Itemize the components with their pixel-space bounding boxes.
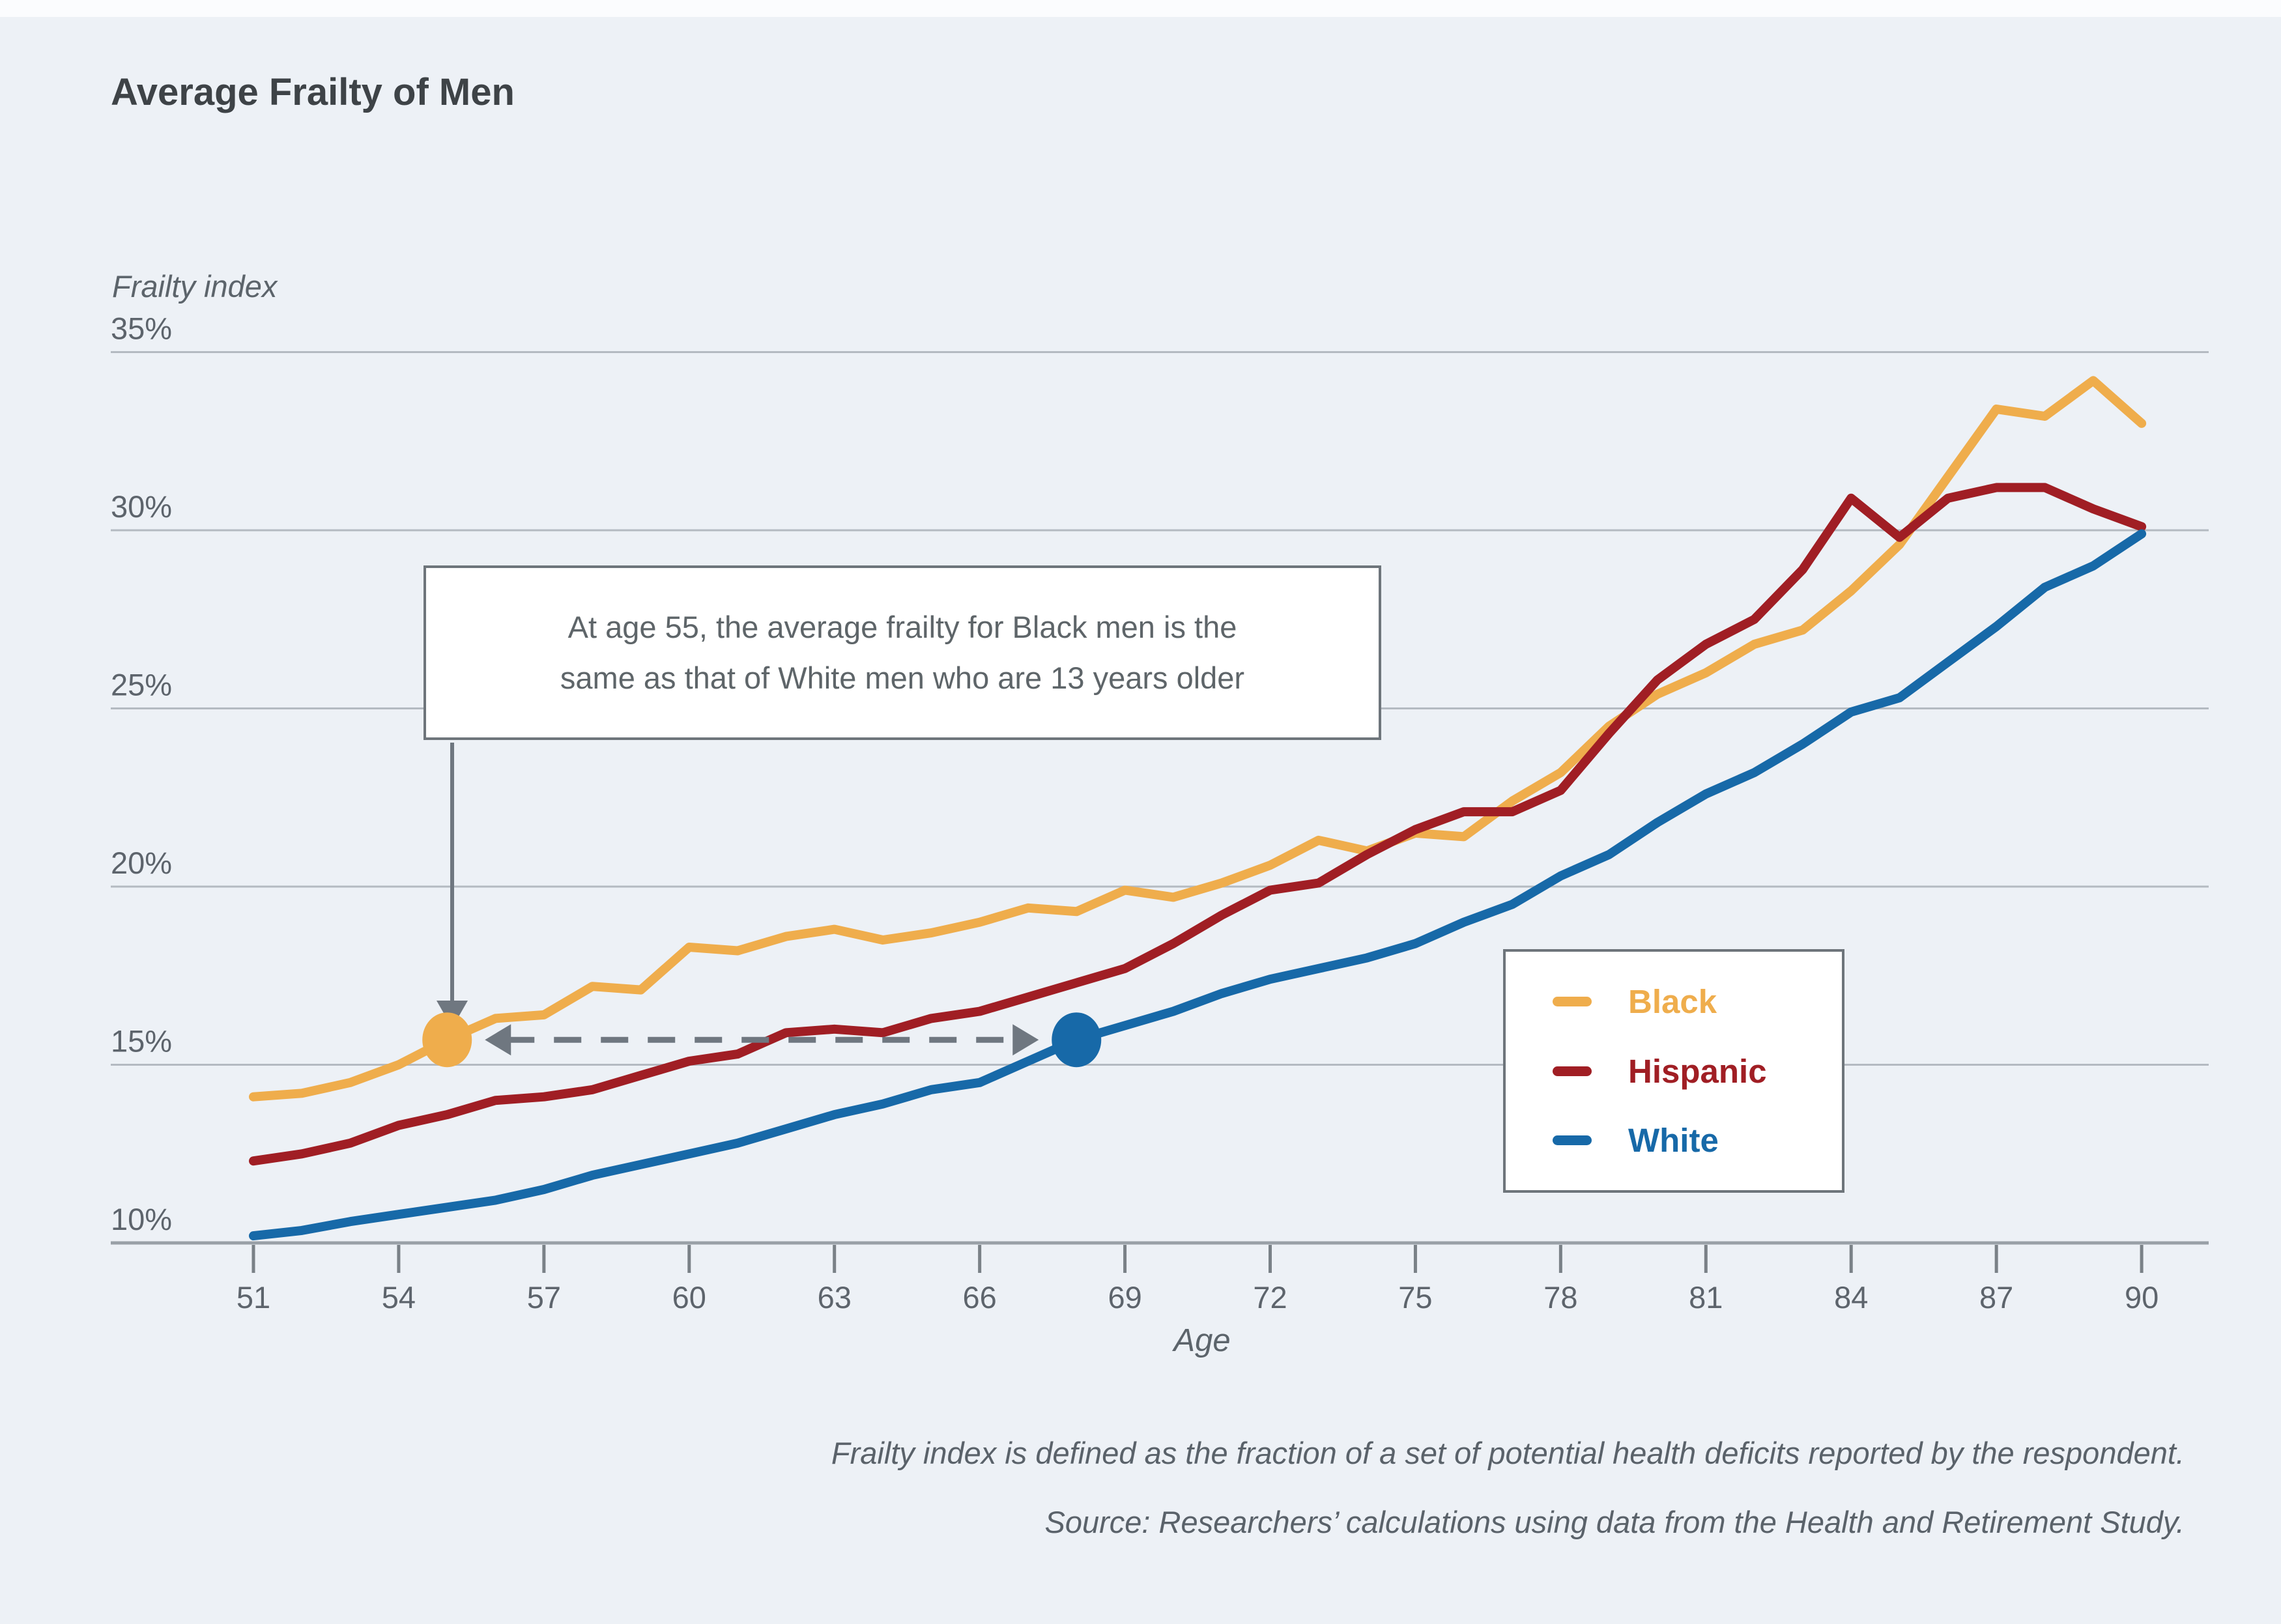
annotation-text-line2: same as that of White men who are 13 yea… bbox=[560, 661, 1245, 695]
x-tick-label-66: 66 bbox=[963, 1280, 997, 1315]
footnote: Frailty index is defined as the fraction… bbox=[831, 1419, 2185, 1557]
series-line-hispanic bbox=[249, 483, 2147, 1166]
y-tick-label-20: 20% bbox=[111, 846, 172, 880]
x-tick-label-84: 84 bbox=[1834, 1280, 1868, 1315]
legend-swatch-white bbox=[1553, 1135, 1592, 1145]
x-tick-label-69: 69 bbox=[1108, 1280, 1141, 1315]
annotation-callout: At age 55, the average frailty for Black… bbox=[423, 565, 1381, 740]
connector-right-arrow-icon bbox=[1012, 1024, 1039, 1056]
legend-item-white: White bbox=[1553, 1121, 1842, 1160]
y-tick-label-10: 10% bbox=[111, 1202, 172, 1236]
y-tick-label-35: 35% bbox=[111, 311, 172, 346]
x-tick-label-57: 57 bbox=[527, 1280, 561, 1315]
x-tick-label-90: 90 bbox=[2125, 1280, 2159, 1315]
series-line-black bbox=[249, 376, 2147, 1102]
y-axis-title: Frailty index bbox=[112, 269, 278, 304]
legend-label-white: White bbox=[1628, 1121, 1719, 1159]
x-tick-label-72: 72 bbox=[1253, 1280, 1287, 1315]
highlight-dot-white-age-68 bbox=[1052, 1012, 1102, 1068]
y-tick-label-30: 30% bbox=[111, 489, 172, 524]
y-tick-label-15: 15% bbox=[111, 1024, 172, 1059]
page-title: Average Frailty of Men bbox=[111, 71, 515, 113]
legend-item-hispanic: Hispanic bbox=[1553, 1052, 1842, 1090]
x-tick-label-51: 51 bbox=[237, 1280, 270, 1315]
legend-swatch-black bbox=[1553, 997, 1592, 1007]
footnote-definition: Frailty index is defined as the fraction… bbox=[831, 1436, 2185, 1470]
y-tick-label-25: 25% bbox=[111, 668, 172, 702]
legend-item-black: Black bbox=[1553, 982, 1842, 1021]
legend-swatch-hispanic bbox=[1553, 1066, 1592, 1076]
highlight-dot-black-age-55 bbox=[422, 1012, 472, 1068]
annotation-text-line1: At age 55, the average frailty for Black… bbox=[567, 610, 1237, 644]
legend-label-hispanic: Hispanic bbox=[1628, 1052, 1767, 1090]
x-tick-label-54: 54 bbox=[382, 1280, 416, 1315]
x-tick-label-75: 75 bbox=[1398, 1280, 1432, 1315]
x-tick-label-63: 63 bbox=[818, 1280, 852, 1315]
series-line-white bbox=[249, 529, 2147, 1241]
x-axis-title: Age bbox=[1173, 1323, 1231, 1358]
legend-label-black: Black bbox=[1628, 983, 1717, 1021]
connector-left-arrow-icon bbox=[485, 1024, 511, 1056]
x-tick-label-60: 60 bbox=[672, 1280, 706, 1315]
top-margin-strip bbox=[0, 0, 2281, 17]
x-tick-label-78: 78 bbox=[1543, 1280, 1577, 1315]
footnote-source: Source: Researchers’ calculations using … bbox=[1044, 1505, 2185, 1539]
chart-legend: Black Hispanic White bbox=[1503, 949, 1844, 1193]
x-tick-label-87: 87 bbox=[1979, 1280, 2013, 1315]
x-tick-label-81: 81 bbox=[1689, 1280, 1723, 1315]
